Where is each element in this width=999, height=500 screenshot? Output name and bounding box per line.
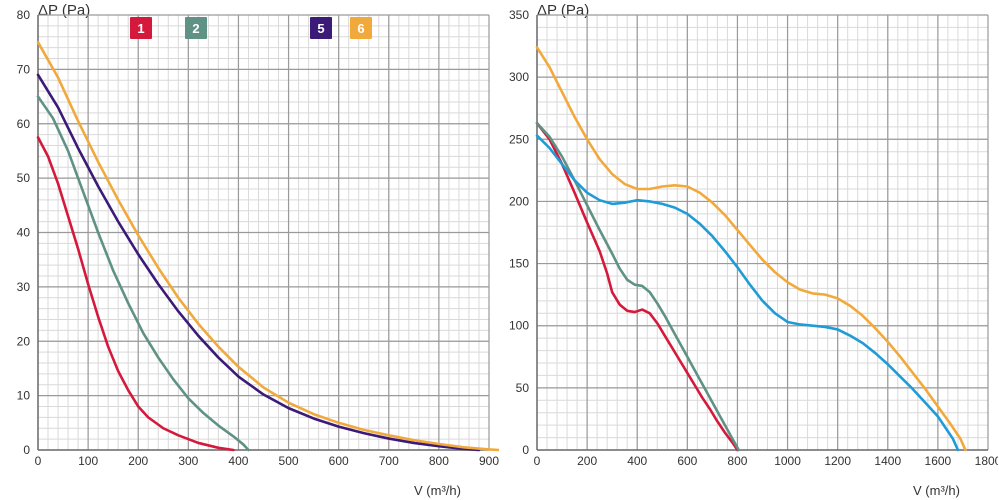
legend-badge-5[interactable]: 5 [310,17,332,39]
svg-text:600: 600 [677,454,697,468]
svg-text:0: 0 [534,454,541,468]
svg-text:1000: 1000 [774,454,801,468]
svg-text:50: 50 [17,171,31,185]
legend-badge-2[interactable]: 2 [185,17,207,39]
svg-text:500: 500 [279,454,299,468]
svg-text:20: 20 [17,334,31,348]
svg-text:150: 150 [509,257,529,271]
svg-text:800: 800 [429,454,449,468]
svg-text:200: 200 [128,454,148,468]
curve-series-2 [38,97,248,450]
svg-text:0: 0 [23,443,30,457]
svg-text:30: 30 [17,280,31,294]
svg-text:1200: 1200 [824,454,851,468]
svg-text:200: 200 [577,454,597,468]
svg-text:800: 800 [727,454,747,468]
x-axis-title: V (m³/h) [414,483,461,498]
svg-text:0: 0 [522,443,529,457]
chart-panel-left: ΔP (Pa) 0 10 20 30 40 50 60 70 80 0 100 200 300 400 500… [0,0,499,500]
legend-badge-1[interactable]: 1 [130,17,152,39]
svg-text:300: 300 [178,454,198,468]
curve-series-1 [38,137,233,450]
legend-badge-6[interactable]: 6 [350,17,372,39]
chart-panel-right: ΔP (Pa) 0 50 100 150 200 250 300 350 0 200 400 600 80… [499,0,998,500]
svg-text:250: 250 [509,132,529,146]
dual-chart-container: ΔP (Pa) 0 10 20 30 40 50 60 70 80 0 100 200 300 400 500… [0,0,999,500]
svg-text:1400: 1400 [874,454,901,468]
svg-text:10: 10 [17,389,31,403]
svg-text:400: 400 [228,454,248,468]
svg-text:600: 600 [329,454,349,468]
svg-text:70: 70 [17,62,31,76]
svg-text:1600: 1600 [925,454,952,468]
plot-area: 0 50 100 150 200 250 300 350 0 200 400 600 800 1000 12… [499,0,998,500]
svg-text:200: 200 [509,194,529,208]
svg-text:0: 0 [35,454,42,468]
svg-text:100: 100 [509,319,529,333]
svg-text:1800: 1800 [975,454,998,468]
svg-text:50: 50 [516,381,530,395]
curve-series-8 [537,47,965,450]
svg-text:900: 900 [479,454,499,468]
svg-text:40: 40 [17,226,31,240]
svg-text:300: 300 [509,70,529,84]
x-axis-title: V (m³/h) [913,483,960,498]
svg-text:100: 100 [78,454,98,468]
svg-text:400: 400 [627,454,647,468]
svg-text:80: 80 [17,8,31,22]
svg-text:700: 700 [379,454,399,468]
svg-text:60: 60 [17,117,31,131]
svg-text:350: 350 [509,8,529,22]
